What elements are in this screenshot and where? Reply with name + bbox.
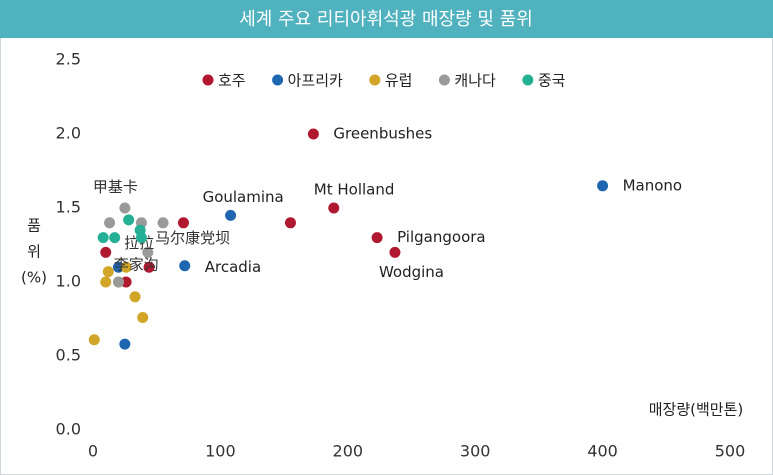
data-point — [104, 217, 116, 229]
x-tick-label: 500 — [715, 442, 746, 461]
data-point — [177, 217, 189, 229]
y-tick-label: 0.0 — [56, 420, 81, 439]
data-point — [137, 312, 149, 324]
data-point — [123, 214, 135, 226]
data-point — [119, 338, 131, 350]
point-label: Pilgangoora — [397, 228, 486, 246]
y-tick-label: 1.5 — [56, 198, 81, 217]
legend-marker — [272, 74, 284, 86]
point-label: Mt Holland — [314, 181, 395, 199]
point-label: 甲基卡 — [93, 178, 138, 196]
y-axis-label: (%) — [21, 269, 47, 287]
y-axis-label: 위 — [27, 243, 41, 261]
legend-label: 아프리카 — [288, 72, 343, 90]
data-point — [129, 291, 141, 303]
legend-label: 유럽 — [385, 72, 413, 90]
data-point — [597, 180, 609, 192]
data-point — [328, 202, 340, 214]
data-point — [389, 246, 401, 258]
data-point — [371, 232, 383, 244]
data-point — [142, 246, 154, 258]
data-point — [120, 276, 132, 288]
y-tick-label: 0.5 — [56, 346, 81, 365]
x-tick-label: 200 — [333, 442, 364, 461]
title-bar — [0, 0, 773, 38]
point-label: Manono — [623, 176, 683, 194]
data-point — [135, 232, 147, 244]
legend-marker — [522, 74, 534, 86]
data-point — [120, 261, 132, 273]
x-tick-label: 400 — [587, 442, 618, 461]
data-point — [112, 261, 124, 273]
point-label: 李家沟 — [114, 255, 159, 273]
y-tick-label: 2.0 — [56, 124, 81, 143]
data-point — [157, 217, 169, 229]
data-point — [100, 276, 112, 288]
legend-marker — [438, 74, 450, 86]
y-tick-label: 1.0 — [56, 272, 81, 291]
data-point — [225, 209, 237, 221]
data-point — [97, 232, 109, 244]
point-label: Greenbushes — [333, 125, 432, 143]
data-point — [307, 128, 319, 140]
data-point — [143, 261, 155, 273]
x-axis-label: 매장량(백만톤) — [649, 401, 744, 419]
data-point — [88, 334, 100, 346]
legend-label: 중국 — [538, 72, 566, 90]
point-label: Goulamina — [203, 188, 284, 206]
data-point — [109, 232, 121, 244]
data-point — [119, 202, 131, 214]
data-point — [102, 266, 114, 278]
chart-title: 세계 주요 리티아휘석광 매장량 및 품위 — [239, 9, 533, 30]
y-tick-label: 2.5 — [56, 50, 81, 69]
y-axis-label: 품 — [27, 217, 41, 235]
point-label: Wodgina — [379, 263, 444, 281]
point-label: Arcadia — [205, 258, 261, 276]
x-tick-label: 0 — [88, 442, 98, 461]
x-tick-label: 100 — [205, 442, 236, 461]
legend-label: 캐나다 — [454, 72, 496, 90]
data-point — [100, 246, 112, 258]
x-tick-label: 300 — [460, 442, 491, 461]
data-point — [112, 276, 124, 288]
point-label: 马尔康党坝 — [155, 229, 230, 247]
legend-label: 호주 — [218, 72, 246, 90]
data-point — [179, 260, 191, 272]
data-point — [284, 217, 296, 229]
legend-marker — [369, 74, 381, 86]
legend-marker — [202, 74, 214, 86]
